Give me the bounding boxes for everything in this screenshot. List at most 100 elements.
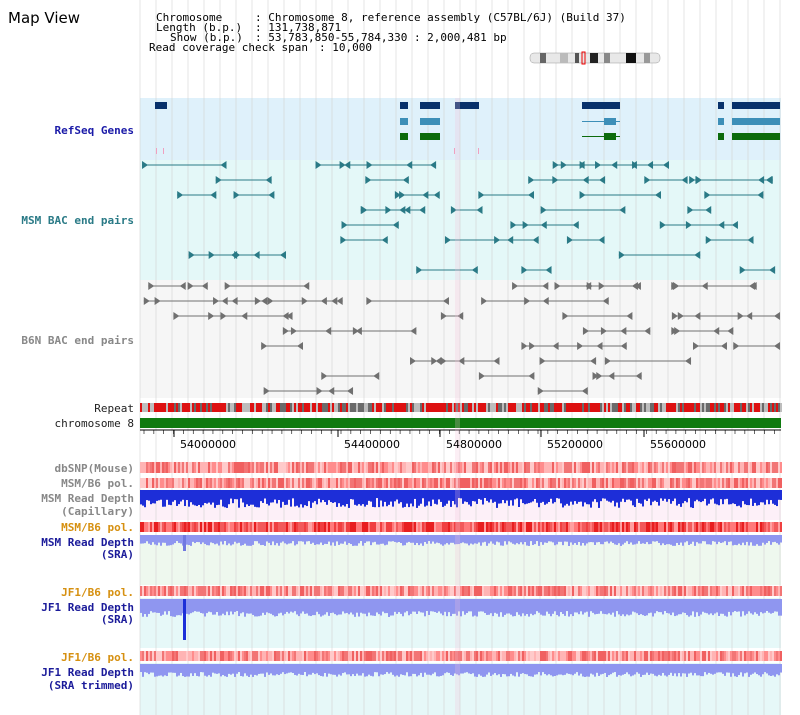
msm-b6-pol-cell	[224, 478, 226, 488]
jf1-depth-sra-bar	[210, 599, 212, 613]
track-label-jf1-depth-sra[interactable]: JF1 Read Depth	[41, 601, 134, 614]
msm-b6-pol2-cell	[166, 522, 168, 532]
msm-depth-sra-bar	[494, 535, 496, 545]
msm-depth-cap-bar	[178, 490, 180, 505]
jf1-depth-sra-bar	[628, 599, 630, 616]
jf1-depth-trim-bar	[216, 664, 218, 674]
track-label-repeat[interactable]: Repeat	[94, 402, 134, 415]
jf1-b6-pol-cell	[140, 586, 142, 596]
refseq-genes-track[interactable]	[155, 102, 780, 140]
track-label-msm-depth-cap[interactable]: MSM Read Depth	[41, 492, 134, 505]
jf1-b6-pol2-cell	[544, 651, 546, 661]
b6n-bac-pair-end	[737, 312, 744, 320]
repeat-segment	[480, 403, 482, 412]
track-label-msm-b6-pol[interactable]: MSM/B6 pol.	[61, 477, 134, 490]
repeat-segment	[364, 403, 366, 412]
jf1-b6-pol2-cell	[436, 651, 438, 661]
jf1-depth-sra-bar	[406, 599, 408, 612]
msm-b6-pol-cell	[528, 478, 530, 488]
msm-b6-pol-cell	[276, 478, 278, 488]
track-label-chromosome[interactable]: chromosome 8	[54, 417, 134, 430]
jf1-depth-sra-bar	[142, 599, 144, 617]
jf1-depth-trim-bar	[586, 664, 588, 677]
msm-depth-sra-bar	[450, 535, 452, 543]
msm-b6-pol2-cell	[684, 522, 686, 532]
jf1-b6-pol-cell	[204, 586, 206, 596]
jf1-depth-sra-bar	[518, 599, 520, 615]
msm-depth-cap-bar	[680, 490, 682, 507]
repeat-segment	[700, 403, 702, 412]
track-label-dbsnp[interactable]: dbSNP(Mouse)	[54, 462, 134, 475]
jf1-depth-trim-bar	[366, 664, 368, 677]
msm-b6-pol2-cell	[466, 522, 468, 532]
msm-depth-sra-bar	[628, 535, 630, 545]
repeat-segment	[690, 403, 692, 412]
jf1-depth-trim-bar	[414, 664, 416, 674]
msm-depth-cap-bar	[580, 490, 582, 502]
msm-bac-pair-end	[433, 191, 440, 199]
repeat-segment	[266, 403, 268, 412]
msm-depth-sra-bar	[214, 535, 216, 545]
msm-depth-cap-bar	[684, 490, 686, 502]
jf1-b6-pol2-cell	[250, 651, 252, 661]
track-label-refseq[interactable]: RefSeq Genes	[54, 124, 134, 137]
track-label-jf1-b6-pol-2[interactable]: JF1/B6 pol.	[61, 651, 134, 664]
msm-depth-cap-bar	[200, 490, 202, 508]
msm-b6-pol2-cell	[622, 522, 624, 532]
msm-depth-sra-bar	[630, 535, 632, 543]
jf1-b6-pol-cell	[224, 586, 226, 596]
jf1-depth-sra-bar	[498, 599, 500, 617]
jf1-b6-pol-cell	[614, 586, 616, 596]
jf1-b6-pol2-cell	[384, 651, 386, 661]
jf1-b6-pol2-cell	[144, 651, 146, 661]
msm-bac-pair-end	[430, 161, 437, 169]
msm-depth-cap-bar	[778, 490, 780, 500]
msm-depth-cap-bar	[450, 490, 452, 507]
jf1-b6-pol-cell	[540, 586, 542, 596]
msm-depth-sra-bar	[736, 535, 738, 546]
dbsnp-cell	[304, 462, 306, 473]
jf1-b6-pol-cell	[740, 586, 742, 596]
msm-b6-pol2-cell	[610, 522, 612, 532]
jf1-depth-sra-bar	[758, 599, 760, 616]
msm-depth-cap-bar	[288, 490, 290, 500]
repeat-segment	[634, 403, 636, 412]
jf1-b6-pol-cell	[270, 586, 272, 596]
b6n-bac-pairs-track[interactable]	[143, 282, 780, 395]
repeat-segment	[378, 403, 380, 412]
msm-b6-pol2-cell	[628, 522, 630, 532]
msm-depth-cap-bar	[380, 490, 382, 501]
msm-b6-pol2-cell	[586, 522, 588, 532]
msm-b6-pol-cell	[526, 478, 528, 488]
jf1-depth-trim-bar	[602, 664, 604, 674]
track-label-msm-bac[interactable]: MSM BAC end pairs	[21, 214, 134, 227]
track-label-msm-depth-sra[interactable]: MSM Read Depth	[41, 536, 134, 549]
jf1-b6-pol2-cell	[462, 651, 464, 661]
msm-depth-sra-bar	[380, 535, 382, 544]
jf1-b6-pol2-cell	[728, 651, 730, 661]
track-label-msm-b6-pol-2[interactable]: MSM/B6 pol.	[61, 521, 134, 534]
jf1-depth-trim-bar	[752, 664, 754, 674]
track-label-jf1-depth-trim[interactable]: JF1 Read Depth	[41, 666, 134, 679]
dbsnp-cell	[674, 462, 676, 473]
msm-b6-pol2-cell	[606, 522, 608, 532]
track-label-b6n-bac[interactable]: B6N BAC end pairs	[21, 334, 134, 347]
msm-depth-sra-bar	[520, 535, 522, 543]
msm-b6-pol-cell	[296, 478, 298, 488]
jf1-depth-sra-bar	[576, 599, 578, 613]
msm-b6-pol2-cell	[240, 522, 242, 532]
b6n-bac-pair-end	[282, 327, 289, 335]
msm-bac-pairs-track[interactable]	[142, 161, 776, 274]
track-label-jf1-b6-pol[interactable]: JF1/B6 pol.	[61, 586, 134, 599]
jf1-b6-pol-cell	[444, 586, 446, 596]
msm-depth-sra-bar	[224, 535, 226, 542]
dbsnp-cell	[716, 462, 718, 473]
jf1-b6-pol-cell	[512, 586, 514, 596]
dbsnp-cell	[692, 462, 694, 473]
msm-b6-pol2-cell	[530, 522, 532, 532]
msm-depth-cap-bar	[606, 490, 608, 501]
repeat-segment	[158, 403, 160, 412]
jf1-b6-pol-cell	[362, 586, 364, 596]
repeat-segment	[604, 403, 606, 412]
msm-depth-sra-bar	[742, 535, 744, 543]
